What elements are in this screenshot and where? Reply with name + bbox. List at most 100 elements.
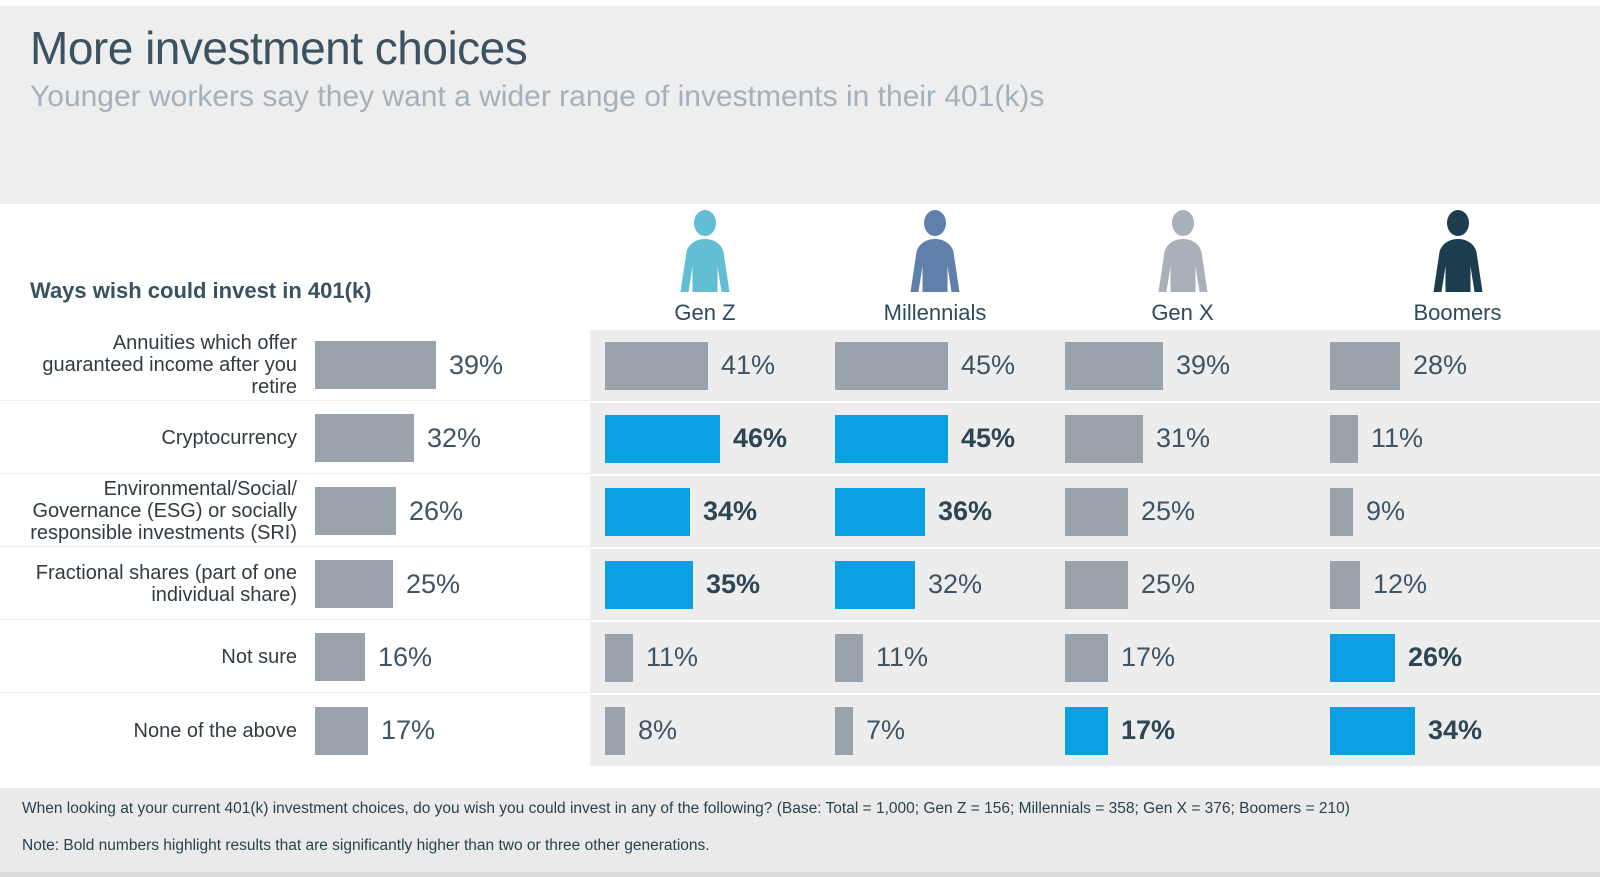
generation-cell-gen-z: 11% — [590, 622, 820, 693]
bar-value: 11% — [876, 642, 929, 672]
generation-band: 8% 7% 17% 34% — [590, 695, 1600, 766]
bottom-edge-strip — [0, 872, 1600, 877]
generation-label-gen-z: Gen Z — [674, 300, 736, 325]
bar-value: 35% — [706, 569, 761, 599]
footer-band: When looking at your current 401(k) inve… — [0, 788, 1600, 877]
bar-value: 25% — [1141, 496, 1196, 526]
bar-value: 25% — [1141, 569, 1196, 599]
bar-value: 28% — [1413, 350, 1468, 380]
boomers-bar-highlighted — [1330, 706, 1415, 755]
generation-column-gen-z: Gen Z — [590, 210, 820, 326]
gen-x-bar — [1065, 560, 1128, 609]
total-cell: 32% — [297, 403, 590, 473]
generation-band: 41% 45% 39% 28% — [590, 330, 1600, 401]
total-cell: 39% — [297, 330, 590, 400]
gen-x-bar — [1065, 633, 1108, 682]
table-row: Environmental/Social/Governance (ESG) or… — [0, 476, 1600, 547]
generation-cell-boomers: 34% — [1315, 695, 1600, 766]
millennials-bar — [835, 341, 948, 390]
gen-x-bar — [1065, 487, 1128, 536]
total-cell: 25% — [297, 549, 590, 619]
bar-value: 25% — [406, 568, 461, 599]
total-cell: 17% — [297, 695, 590, 766]
gen-z-bar — [605, 633, 633, 682]
bar-value: 17% — [1121, 642, 1176, 672]
boomers-bar-highlighted — [1330, 633, 1395, 682]
bar-value: 26% — [1408, 642, 1463, 672]
gen-z-bar — [605, 341, 708, 390]
bar-value: 7% — [866, 715, 906, 745]
total-bar — [315, 560, 393, 608]
top-margin-strip — [0, 0, 1600, 6]
row-left-section: Not sure 16% — [0, 622, 590, 693]
generation-band: 34% 36% 25% 9% — [590, 476, 1600, 547]
generation-cell-gen-z: 35% — [590, 549, 820, 620]
generation-cell-boomers: 28% — [1315, 330, 1600, 401]
bar-value: 34% — [703, 496, 758, 526]
generation-band: 35% 32% 25% 12% — [590, 549, 1600, 620]
generation-column-gen-x: Gen X — [1050, 210, 1315, 326]
generation-band: 11% 11% 17% 26% — [590, 622, 1600, 693]
table-row: Not sure 16% 11% 11% 17% 26% — [0, 622, 1600, 693]
total-bar — [315, 487, 396, 535]
bar-value: 26% — [409, 495, 464, 526]
gen-x-bar — [1065, 414, 1143, 463]
bar-value: 31% — [1156, 423, 1211, 453]
total-bar — [315, 341, 436, 389]
bar-value: 39% — [1176, 350, 1231, 380]
bar-value: 12% — [1373, 569, 1428, 599]
chart-rows: Annuities which offer guaranteed income a… — [0, 330, 1600, 768]
table-row: None of the above 17% 8% 7% 17% 34% — [0, 695, 1600, 766]
row-left-section: Cryptocurrency 32% — [0, 403, 590, 474]
generation-cell-gen-x: 17% — [1050, 695, 1315, 766]
bar-value: 39% — [449, 349, 504, 380]
gen-x-bar-highlighted — [1065, 706, 1108, 755]
generation-cell-millennials: 36% — [820, 476, 1050, 547]
boomers-bar — [1330, 341, 1400, 390]
table-row: Annuities which offer guaranteed income a… — [0, 330, 1600, 401]
gen-z-bar-highlighted — [605, 560, 693, 609]
table-row: Fractional shares (part of one individual… — [0, 549, 1600, 620]
generation-column-boomers: Boomers — [1315, 210, 1600, 326]
bar-value: 41% — [721, 350, 776, 380]
bar-value: 32% — [427, 422, 482, 453]
generation-cell-millennials: 11% — [820, 622, 1050, 693]
bar-value: 8% — [638, 715, 678, 745]
bar-value: 45% — [961, 423, 1016, 453]
millennials-bar — [835, 706, 853, 755]
bar-value: 11% — [1371, 423, 1424, 453]
generation-cell-gen-x: 25% — [1050, 549, 1315, 620]
generation-cell-gen-z: 41% — [590, 330, 820, 401]
generation-cell-gen-x: 31% — [1050, 403, 1315, 474]
row-left-section: Annuities which offer guaranteed income a… — [0, 330, 590, 401]
header-band: More investment choices Younger workers … — [0, 6, 1600, 204]
total-bar — [315, 633, 365, 681]
bar-value: 17% — [381, 715, 436, 745]
gen-z-bar-highlighted — [605, 487, 690, 536]
bar-value: 9% — [1366, 496, 1406, 526]
generation-cell-gen-z: 34% — [590, 476, 820, 547]
generation-cell-millennials: 7% — [820, 695, 1050, 766]
gen-z-bar-highlighted — [605, 414, 720, 463]
generation-cell-boomers: 26% — [1315, 622, 1600, 693]
generation-header: Gen Z Millennials Gen X Boomers — [590, 210, 1600, 326]
bar-value: 45% — [961, 350, 1016, 380]
bar-value: 32% — [928, 569, 983, 599]
row-category-label: None of the above — [133, 719, 297, 742]
generation-label-millennials: Millennials — [883, 300, 987, 325]
chart-header-row: Ways wish could invest in 401(k) Gen Z Mi… — [0, 204, 1600, 330]
bar-value: 17% — [1121, 715, 1176, 745]
footer-note-line: Note: Bold numbers highlight results tha… — [22, 837, 710, 855]
row-category-label: Fractional shares (part of one individual… — [35, 562, 297, 606]
bar-value: 16% — [378, 641, 433, 672]
bar-value: 11% — [646, 642, 699, 672]
row-left-section: Fractional shares (part of one individual… — [0, 549, 590, 620]
total-bar — [315, 706, 368, 755]
generation-cell-boomers: 11% — [1315, 403, 1600, 474]
gen-x-bar — [1065, 341, 1163, 390]
generation-cell-gen-z: 46% — [590, 403, 820, 474]
generation-cell-boomers: 9% — [1315, 476, 1600, 547]
generation-band: 46% 45% 31% 11% — [590, 403, 1600, 474]
generation-cell-millennials: 32% — [820, 549, 1050, 620]
